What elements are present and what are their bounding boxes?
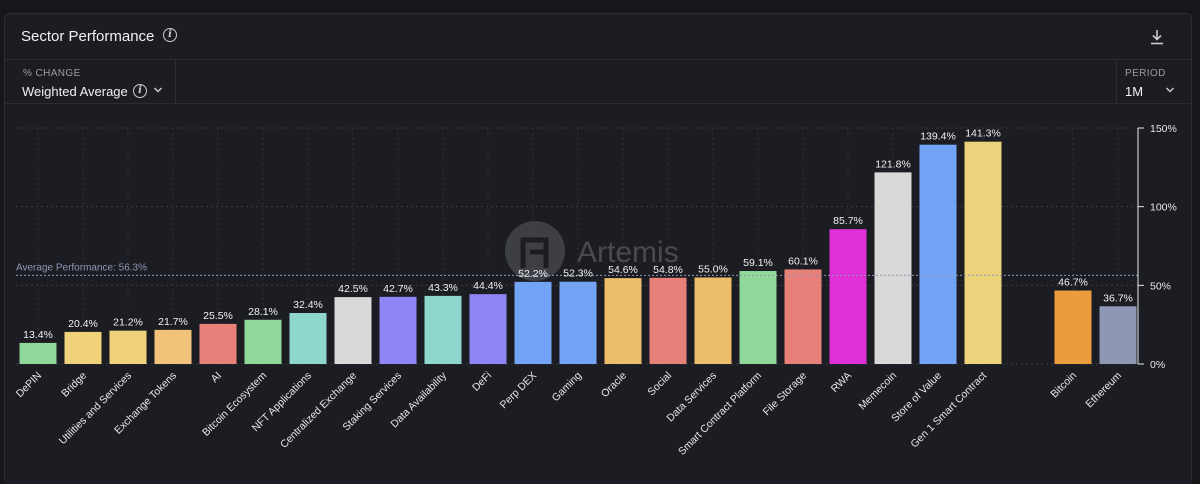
bar xyxy=(694,277,732,364)
control-divider xyxy=(1116,60,1117,104)
x-tick-label: Social xyxy=(645,370,674,399)
bar xyxy=(604,278,642,364)
chevron-down-icon[interactable] xyxy=(153,85,163,95)
chart-controls: % CHANGE Weighted Average i PERIOD 1M xyxy=(5,60,1191,104)
value-label: 42.5% xyxy=(338,283,368,295)
x-tick-label: AI xyxy=(209,370,225,386)
x-tick-label: Perp DEX xyxy=(498,370,539,411)
panel-title: Sector Performance xyxy=(21,28,155,45)
bar xyxy=(514,281,552,364)
value-label: 139.4% xyxy=(920,131,956,143)
watermark-text: Artemis xyxy=(577,236,679,269)
value-label: 55.0% xyxy=(698,263,728,275)
bar xyxy=(154,329,192,364)
value-label: 46.7% xyxy=(1058,277,1088,289)
bar xyxy=(64,331,102,364)
period-label: PERIOD xyxy=(1125,68,1166,79)
bar xyxy=(1054,290,1092,364)
bar xyxy=(334,297,372,364)
bar xyxy=(739,271,777,364)
value-label: 60.1% xyxy=(788,255,818,267)
value-label: 32.4% xyxy=(293,299,323,311)
value-label: 44.4% xyxy=(473,280,503,292)
bar xyxy=(289,313,327,364)
bar xyxy=(379,296,417,364)
bar xyxy=(829,229,867,364)
x-tick-label: RWA xyxy=(829,370,854,395)
x-tick-label: Centralized Exchange xyxy=(278,370,359,451)
x-tick-label: Gaming xyxy=(550,370,585,405)
bar xyxy=(649,277,687,364)
x-tick-label: Smart Contract Platform xyxy=(676,369,764,457)
info-icon[interactable]: i xyxy=(133,84,147,98)
value-label: 43.3% xyxy=(428,282,458,294)
bars xyxy=(19,141,1137,364)
value-label: 54.6% xyxy=(608,264,638,276)
value-label: 121.8% xyxy=(875,158,911,170)
average-line: Average Performance: 56.3% xyxy=(16,262,1138,276)
x-tick-label: File Storage xyxy=(761,370,810,419)
value-label: 21.2% xyxy=(113,317,143,329)
value-label: 13.4% xyxy=(23,329,53,341)
value-labels: 13.4% 20.4% 21.2% 21.7% 25.5% 28.1% 32.4% 42.5%… xyxy=(23,128,1133,341)
value-label: 20.4% xyxy=(68,318,98,330)
bar xyxy=(199,323,237,364)
bar xyxy=(109,330,147,364)
change-metric-dropdown[interactable]: Weighted Average xyxy=(22,84,128,99)
control-divider xyxy=(175,60,176,104)
panel-header: Sector Performance i xyxy=(5,14,1191,60)
bar xyxy=(964,141,1002,364)
bar xyxy=(784,269,822,364)
y-tick-label: 50% xyxy=(1150,280,1171,292)
value-label: 42.7% xyxy=(383,283,413,295)
value-label: 54.8% xyxy=(653,264,683,276)
x-tick-label: Gen 1 Smart Contract xyxy=(908,370,989,451)
value-label: 36.7% xyxy=(1103,292,1133,304)
bar xyxy=(919,144,957,364)
bar xyxy=(469,294,507,364)
bar xyxy=(244,319,282,364)
value-label: 28.1% xyxy=(248,306,278,318)
x-tick-label: Ethereum xyxy=(1083,369,1124,410)
period-dropdown[interactable]: 1M xyxy=(1125,84,1144,99)
y-axis: 0% 50% 100% 150% xyxy=(1137,123,1177,371)
x-tick-label: DeFi xyxy=(470,370,494,394)
x-tick-label: DePIN xyxy=(14,370,44,400)
value-label: 59.1% xyxy=(743,257,773,269)
average-label: Average Performance: 56.3% xyxy=(16,262,147,273)
x-tick-label: Bitcoin xyxy=(1048,370,1079,401)
bar xyxy=(424,295,462,364)
x-tick-label: Bridge xyxy=(59,370,89,400)
artemis-watermark: Artemis xyxy=(505,221,679,281)
y-tick-label: 100% xyxy=(1150,202,1177,214)
change-metric-label: % CHANGE xyxy=(23,68,81,79)
chevron-down-icon[interactable] xyxy=(1165,85,1175,95)
info-icon[interactable]: i xyxy=(163,28,177,42)
value-label: 85.7% xyxy=(833,215,863,227)
bar xyxy=(19,342,57,364)
bar xyxy=(874,172,912,364)
value-label: 52.3% xyxy=(563,268,593,280)
y-tick-label: 0% xyxy=(1150,359,1165,371)
x-tick-label: Oracle xyxy=(599,370,629,400)
bar xyxy=(559,281,597,364)
value-label: 52.2% xyxy=(518,268,548,280)
y-tick-label: 150% xyxy=(1150,123,1177,135)
x-tick-label: Memecoin xyxy=(856,370,899,413)
download-icon[interactable] xyxy=(1149,28,1165,46)
value-label: 25.5% xyxy=(203,310,233,322)
value-label: 21.7% xyxy=(158,316,188,328)
bar xyxy=(1099,306,1137,364)
artemis-logo-icon xyxy=(520,237,549,268)
value-label: 141.3% xyxy=(965,128,1001,140)
